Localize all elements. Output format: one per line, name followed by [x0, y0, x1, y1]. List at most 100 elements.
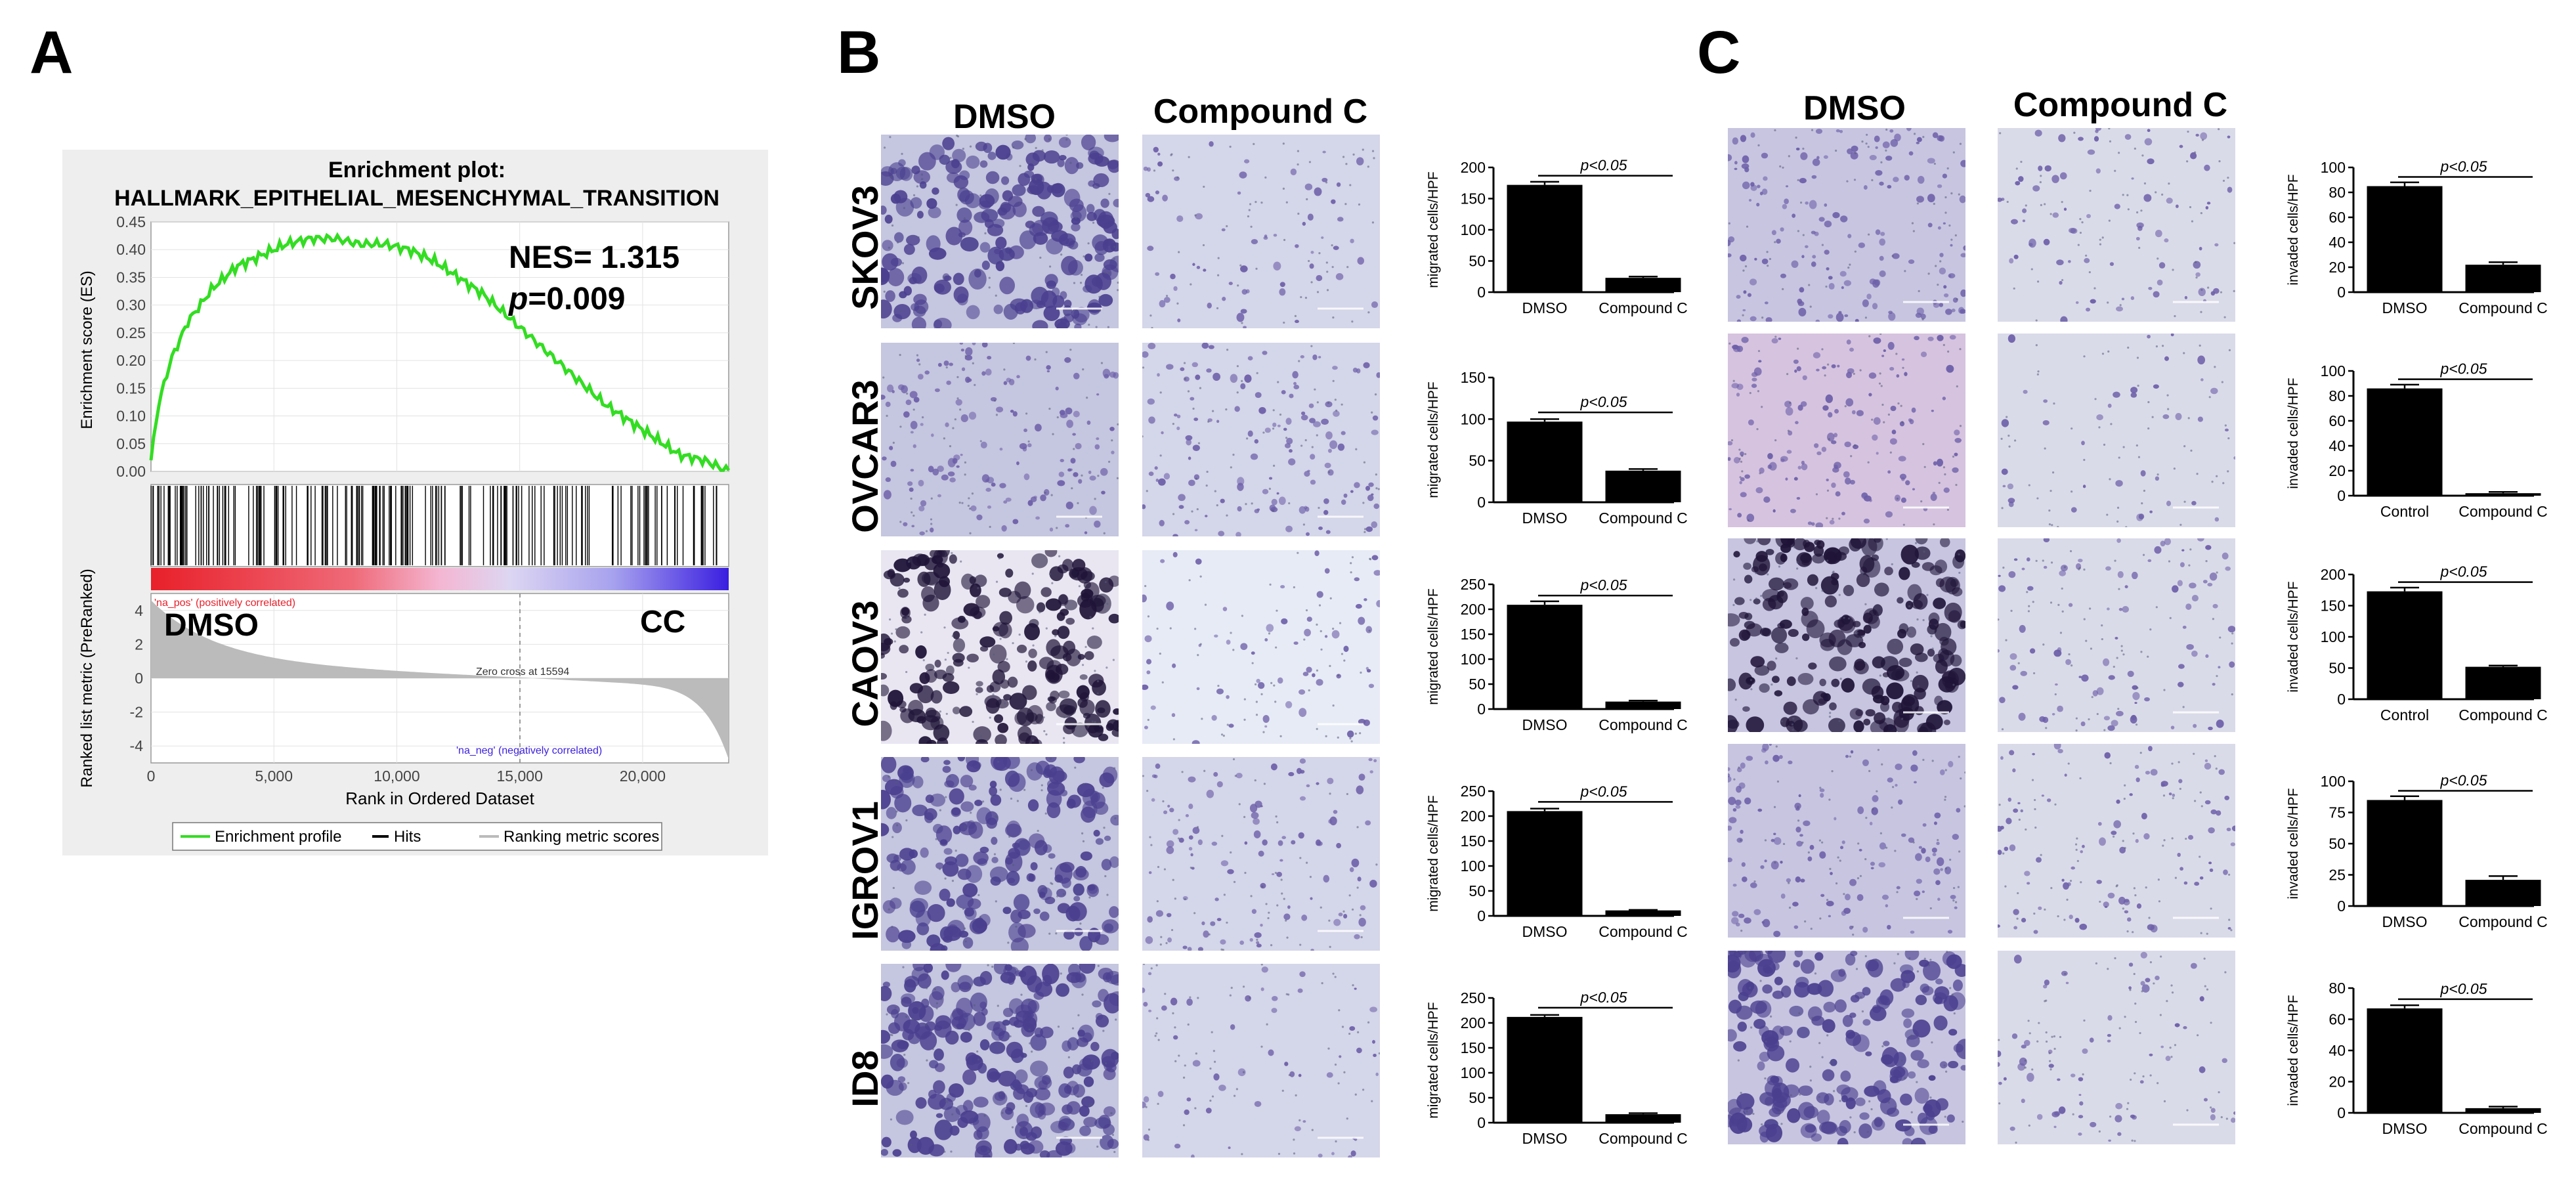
b-col-compound-c: Compound C [1153, 93, 1368, 131]
y-tick-label: 150 [1461, 626, 1486, 643]
y-tick-label: 40 [2329, 437, 2346, 454]
y-tick-label: 80 [2329, 184, 2346, 201]
bar-chart: 0 20 40 60 80 invaded cells/HPF DMSO Compound C… [2286, 980, 2548, 1137]
y-tick-label: 100 [2321, 773, 2346, 790]
micrograph-c-dmso [1721, 530, 1967, 741]
y-tick-label: 0 [1477, 284, 1486, 301]
micrograph-b-compound-c [1141, 342, 1381, 538]
es-tick-label: 0.00 [116, 463, 146, 480]
bar-ylabel: invaded cells/HPF [2286, 174, 2301, 285]
rank-tick-label: 0 [135, 670, 143, 687]
category-label: DMSO [2382, 1120, 2428, 1137]
y-tick-label: 20 [2329, 1073, 2346, 1091]
y-tick-label: 150 [1461, 1039, 1486, 1056]
bar-ylabel: migrated cells/HPF [1426, 381, 1441, 498]
b-col-dmso: DMSO [953, 98, 1056, 136]
y-tick-label: 50 [2329, 660, 2346, 677]
significance-label: p<0.05 [2440, 158, 2487, 175]
y-tick-label: 200 [1461, 1014, 1486, 1031]
rank-x-tick-label: 5,000 [255, 767, 293, 785]
y-tick-label: 150 [1461, 832, 1486, 850]
y-tick-label: 250 [1461, 576, 1486, 593]
y-tick-label: 100 [1461, 221, 1486, 238]
micrograph-c-dmso [1725, 125, 1968, 324]
y-tick-label: 0 [2337, 897, 2346, 915]
significance-label: p<0.05 [2440, 563, 2487, 580]
es-tick-label: 0.15 [116, 379, 146, 397]
rank-x-tick-label: 15,000 [497, 767, 543, 785]
y-tick-label: 100 [1461, 651, 1486, 668]
category-label: Compound C [2458, 913, 2548, 930]
ranking-color-bar [151, 568, 729, 590]
micrograph-b-dmso [873, 751, 1123, 957]
legend-hits-label: Hits [394, 828, 421, 846]
category-label: Compound C [2458, 1120, 2548, 1137]
y-tick-label: 200 [1461, 159, 1486, 176]
y-tick-label: 0 [1477, 494, 1486, 511]
bar [2465, 666, 2541, 699]
category-label: DMSO [1522, 299, 1568, 316]
rank-y-ticks: 4 2 0 -2 -4 [130, 602, 144, 754]
es-tick-label: 0.25 [116, 324, 146, 341]
bar [2367, 800, 2443, 906]
es-tick-label: 0.45 [116, 213, 146, 230]
bar [2465, 1108, 2541, 1113]
hits-area [150, 484, 729, 567]
category-label: DMSO [1522, 1130, 1568, 1147]
rank-tick-label: 2 [135, 636, 143, 653]
y-tick-label: 60 [2329, 209, 2346, 226]
bar [1605, 470, 1681, 502]
y-tick-label: 200 [1461, 601, 1486, 618]
y-tick-label: 200 [2321, 566, 2346, 583]
y-tick-label: 100 [2321, 362, 2346, 379]
y-tick-label: 60 [2329, 412, 2346, 429]
y-tick-label: 100 [2321, 159, 2346, 176]
bar [2465, 880, 2541, 906]
significance-label: p<0.05 [1580, 576, 1627, 594]
y-tick-label: 0 [2337, 284, 2346, 301]
bar-chart: 0 50 100 150 200 migrated cells/HPF DMSO Compou… [1426, 157, 1688, 316]
micrograph-b-dmso [878, 341, 1119, 536]
category-label: DMSO [1522, 923, 1568, 940]
y-tick-label: 75 [2329, 804, 2346, 821]
y-tick-label: 50 [1469, 1089, 1486, 1106]
micrograph-c-dmso [1725, 743, 1967, 938]
micrograph-c-compound-c [1996, 126, 2236, 325]
micrograph-b-compound-c [1140, 550, 1383, 746]
y-tick-label: 80 [2329, 980, 2346, 997]
bar [1507, 184, 1583, 292]
y-tick-label: 80 [2329, 387, 2346, 404]
c-col-dmso: DMSO [1803, 89, 1906, 127]
y-tick-label: 200 [1461, 808, 1486, 825]
y-tick-label: 0 [2337, 691, 2346, 708]
p-italic: p [507, 282, 528, 316]
gsea-xlabel: Rank in Ordered Dataset [345, 789, 534, 808]
bar-chart: 0 50 100 150 200 250 migrated cells/HPF DMSO Com… [1426, 576, 1688, 733]
rank-tick-label: -2 [130, 704, 143, 721]
y-tick-label: 100 [2321, 628, 2346, 645]
ranked-metric-fill [151, 600, 729, 760]
bar-chart: 0 50 100 150 migrated cells/HPF DMSO Compound … [1426, 369, 1688, 527]
gsea-title-line2: HALLMARK_EPITHELIAL_MESENCHYMAL_TRANSITI… [114, 186, 719, 211]
micrograph-b-dmso [874, 957, 1127, 1164]
y-tick-label: 0 [1477, 1114, 1486, 1131]
bar-chart: 0 50 100 150 200 invaded cells/HPF Control Comp… [2286, 563, 2548, 724]
neg-correlated-label: 'na_neg' (negatively correlated) [456, 745, 602, 756]
bar [1507, 811, 1583, 916]
hit-marks [150, 486, 718, 565]
bar [2465, 265, 2541, 292]
bar [2465, 493, 2541, 496]
bar-chart: 0 20 40 60 80 100 invaded cells/HPF DMSO Compoun… [2286, 158, 2548, 317]
y-tick-label: 20 [2329, 259, 2346, 276]
y-tick-label: 50 [1469, 452, 1486, 469]
gsea-enrichment-plot: Enrichment plot: HALLMARK_EPITHELIAL_MES… [62, 150, 768, 855]
category-label: DMSO [2382, 913, 2428, 930]
category-label: Compound C [1599, 923, 1688, 940]
category-label: Control [2380, 503, 2429, 520]
significance-label: p<0.05 [1580, 157, 1627, 174]
bar [1605, 1114, 1681, 1123]
es-y-ticks: 0.45 0.40 0.35 0.30 0.25 0.20 0.15 0.10 0.05 0.00 [116, 213, 146, 480]
category-label: Compound C [1599, 299, 1688, 316]
rank-x-tick-label: 0 [147, 767, 156, 785]
significance-label: p<0.05 [2440, 980, 2487, 997]
